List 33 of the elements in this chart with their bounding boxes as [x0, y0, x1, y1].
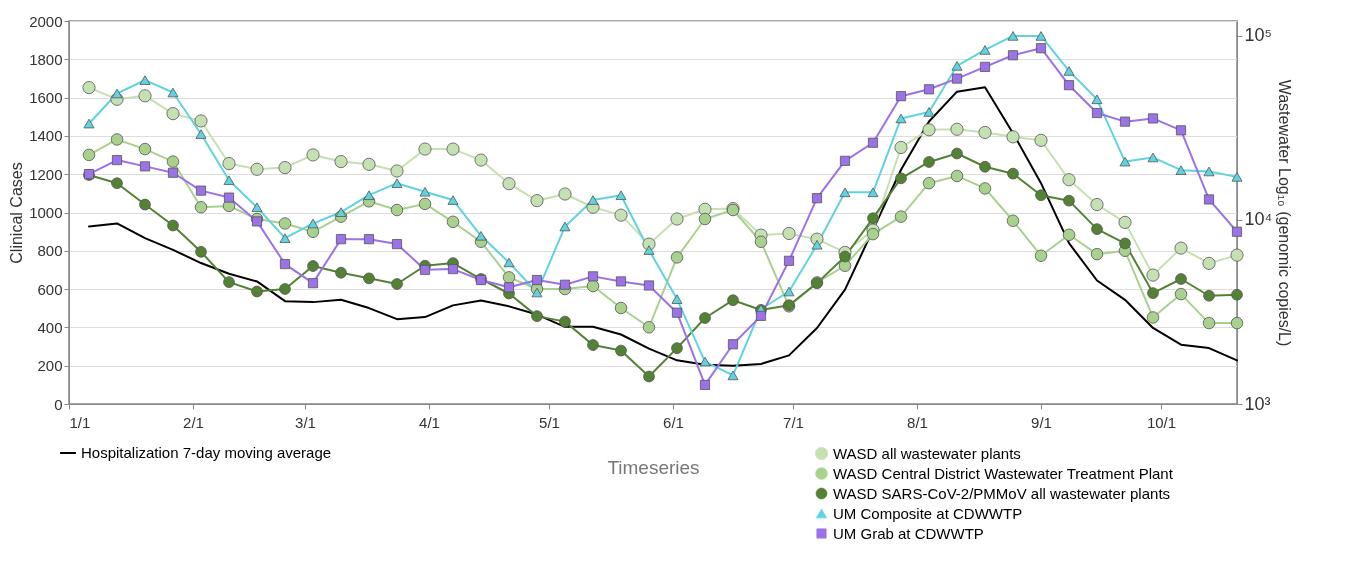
- y-tick-label: 800: [37, 242, 63, 260]
- x-tick-label: 3/1: [295, 413, 316, 431]
- x-tick-label: 7/1: [783, 413, 804, 431]
- x-tick-label: 10/1: [1146, 413, 1177, 431]
- y-tick-label: 1800: [29, 50, 63, 68]
- y2-axis-title: Wastewater Log₁₀ (genomic copies/L): [1276, 79, 1294, 347]
- y-tick-label: 1000: [29, 204, 63, 221]
- y-tick-label: 0: [54, 395, 63, 413]
- x-tick-label: 6/1: [663, 413, 684, 431]
- y-tick-label: 200: [37, 357, 63, 375]
- y-tick-label: 1600: [29, 89, 63, 107]
- legend-label: WASD Central District Wastewater Treatment Plant: [833, 464, 1174, 482]
- y-tick-label: 2000: [29, 12, 63, 30]
- x-tick-label: 5/1: [539, 413, 560, 431]
- x-axis-title: Timeseries: [607, 456, 700, 478]
- legend-label: UM Grab at CDWWTP: [833, 524, 984, 542]
- legend-label: UM Composite at CDWWTP: [833, 504, 1023, 522]
- legend-label: WASD SARS-CoV-2/PMMoV all wastewater plants: [833, 484, 1171, 502]
- legend-label: Hospitalization 7-day moving average: [81, 444, 332, 461]
- y2-tick-label: 10⁵: [1244, 25, 1272, 46]
- y-axis-title: Clinical Cases: [8, 162, 26, 264]
- y2-tick-label: 10³: [1244, 393, 1271, 414]
- x-tick-label: 1/1: [69, 413, 91, 431]
- y2-tick-label: 10⁴: [1244, 209, 1273, 230]
- y-tick-label: 1200: [29, 165, 63, 183]
- y-tick-label: 1400: [29, 127, 63, 145]
- x-tick-label: 2/1: [183, 413, 204, 431]
- legend-label: WASD all wastewater plants: [833, 444, 1021, 462]
- x-tick-label: 4/1: [419, 413, 440, 431]
- x-tick-label: 8/1: [907, 413, 928, 431]
- y-tick-label: 600: [37, 280, 63, 298]
- y-tick-label: 400: [37, 318, 63, 336]
- x-tick-label: 9/1: [1031, 413, 1052, 431]
